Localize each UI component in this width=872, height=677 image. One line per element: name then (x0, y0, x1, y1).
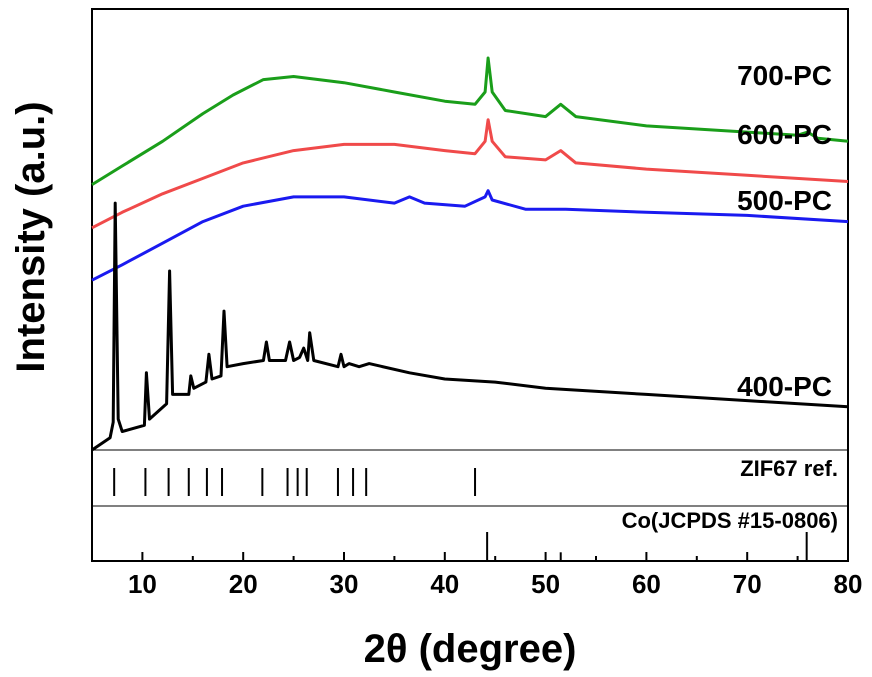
series-label-400pc: 400-PC (737, 371, 832, 402)
x-tick-label: 80 (834, 569, 863, 599)
series-label-500pc: 500-PC (737, 185, 832, 216)
x-tick-label: 30 (330, 569, 359, 599)
series-label-600pc: 600-PC (737, 119, 832, 150)
x-tick-label: 70 (733, 569, 762, 599)
series-line-500pc (91, 189, 849, 282)
x-tick-label: 60 (632, 569, 661, 599)
x-tick-label: 10 (128, 569, 157, 599)
x-axis-title: 2θ (degree) (364, 627, 577, 671)
reference-label-zif67: ZIF67 ref. (740, 456, 838, 481)
series-layer (91, 56, 849, 452)
y-axis-title: Intensity (a.u.) (9, 101, 53, 372)
series-line-600pc (91, 118, 849, 230)
x-tick-label: 20 (229, 569, 258, 599)
reference-label-co: Co(JCPDS #15-0806) (622, 508, 838, 533)
series-line-700pc (91, 56, 849, 186)
series-line-400pc (91, 201, 849, 452)
series-label-700pc: 700-PC (737, 60, 832, 91)
reference-layer (113, 468, 808, 561)
x-tick-label: 40 (430, 569, 459, 599)
x-axis-ticks: 10 20 30 40 50 60 70 80 (91, 552, 863, 599)
x-tick-label: 50 (531, 569, 560, 599)
plot-frame (91, 8, 849, 562)
